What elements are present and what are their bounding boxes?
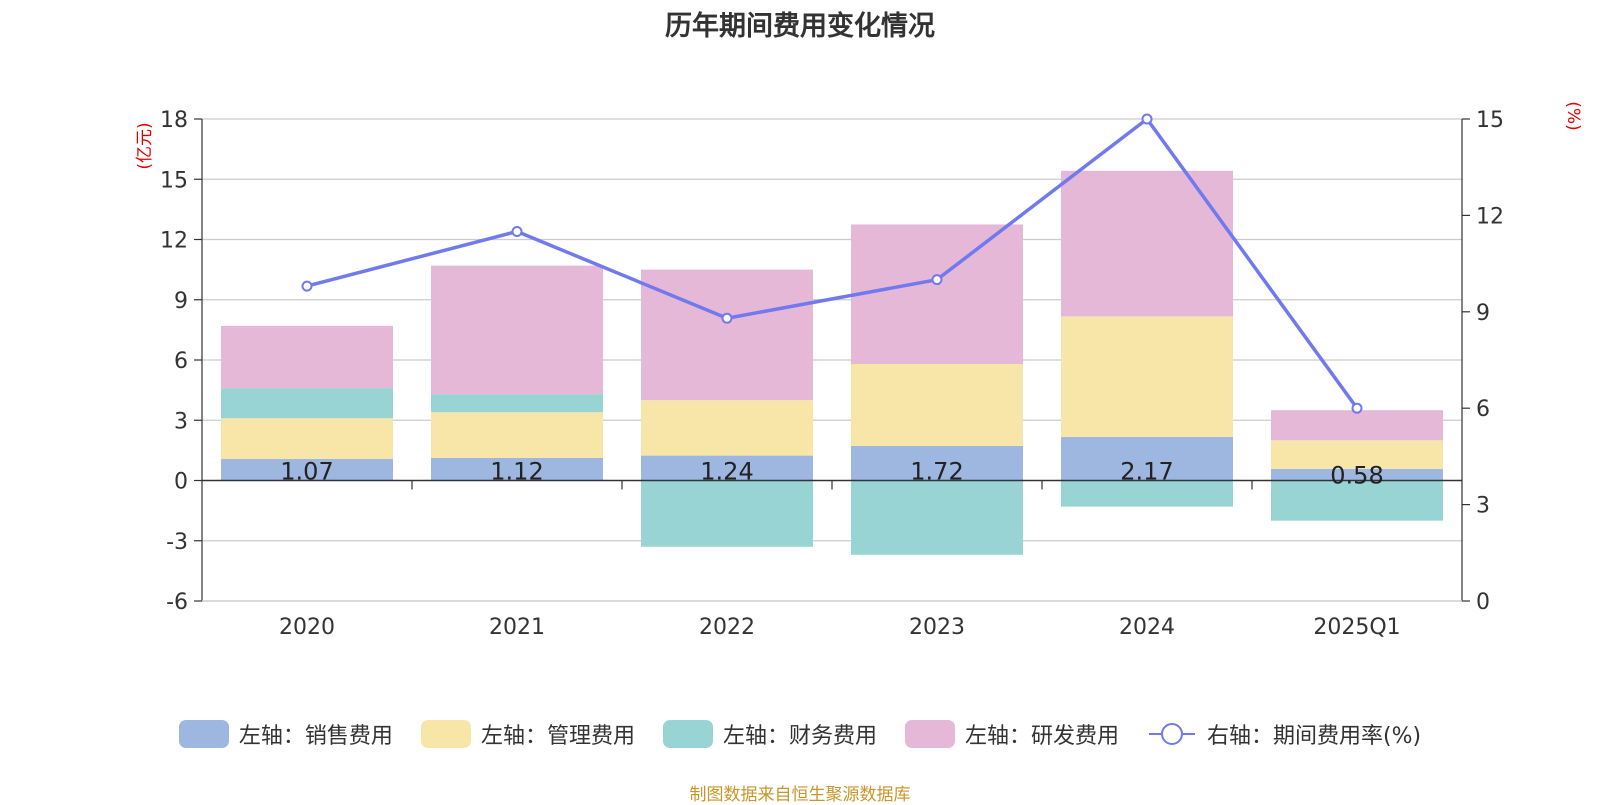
legend-label-admin: 左轴：管理费用 <box>480 724 635 749</box>
right-tick-label: 15 <box>1476 108 1504 133</box>
legend-label-sales: 左轴：销售费用 <box>238 724 393 749</box>
data-label: 1.07 <box>280 458 333 486</box>
left-unit-label: (亿元) <box>135 122 155 169</box>
bar-admin <box>641 400 813 456</box>
bar-finance <box>431 394 603 413</box>
legend-item-rate[interactable]: 右轴：期间费用率(%) <box>1147 718 1421 750</box>
right-tick-label: 6 <box>1476 397 1490 422</box>
right-tick-label: 9 <box>1476 301 1490 326</box>
left-tick-label: 18 <box>160 108 188 133</box>
legend-item-admin[interactable]: 左轴：管理费用 <box>420 718 635 750</box>
bar-sales <box>851 445 1023 481</box>
bar-admin <box>851 364 1023 446</box>
left-tick-label: 6 <box>174 349 188 374</box>
rate-point <box>511 225 523 237</box>
left-tick-label: -3 <box>166 530 188 555</box>
bar-sales <box>641 455 813 481</box>
legend: 左轴：销售费用 左轴：管理费用 左轴：财务费用 左轴：研发费用 右轴：期间费用率… <box>0 718 1600 750</box>
bar-finance <box>1271 480 1443 521</box>
rate-line <box>306 117 1359 410</box>
legend-swatch-rate <box>1148 723 1195 745</box>
bar-rnd <box>431 265 603 395</box>
bar-sales <box>431 458 603 481</box>
right-tick-label: 3 <box>1476 494 1490 519</box>
right-tick-label: 0 <box>1476 590 1490 615</box>
bar-finance <box>1061 480 1233 507</box>
legend-swatch-sales <box>178 720 229 748</box>
data-label: 0.58 <box>1330 462 1383 490</box>
source-note: 制图数据来自恒生聚源数据库 <box>689 785 911 805</box>
x-tick-label: 2022 <box>699 615 755 640</box>
legend-label-rnd: 左轴：研发费用 <box>964 724 1119 749</box>
chart-title: 历年期间费用变化情况 <box>665 11 935 42</box>
left-tick-label: 15 <box>160 168 188 193</box>
bar-rnd <box>1061 170 1233 317</box>
bar-finance <box>221 388 393 419</box>
bar-admin <box>431 412 603 459</box>
x-tick-label: 2020 <box>279 615 335 640</box>
left-tick-label: 0 <box>174 470 188 495</box>
legend-rate-marker <box>1160 723 1183 745</box>
bar-sales <box>1271 468 1443 481</box>
x-tick-label: 2024 <box>1119 615 1175 640</box>
bar-sales <box>221 459 393 481</box>
legend-label-finance: 左轴：财务费用 <box>722 724 877 749</box>
x-tick-label: 2023 <box>909 615 965 640</box>
bar-finance <box>851 480 1023 555</box>
bar-rnd <box>221 325 393 389</box>
bar-rnd <box>1271 410 1443 441</box>
legend-item-finance[interactable]: 左轴：财务费用 <box>662 718 877 750</box>
legend-item-rnd[interactable]: 左轴：研发费用 <box>904 718 1119 750</box>
bar-finance <box>641 480 813 547</box>
right-unit-label: (%) <box>1563 101 1583 130</box>
bar-rnd <box>851 224 1023 365</box>
x-tick-label: 2025Q1 <box>1313 615 1400 640</box>
rate-point <box>931 274 943 286</box>
rate-point <box>301 280 313 292</box>
left-tick-label: 3 <box>174 409 188 434</box>
legend-item-sales[interactable]: 左轴：销售费用 <box>178 718 393 750</box>
rate-point <box>1351 402 1363 414</box>
bar-rnd <box>641 269 813 401</box>
bar-admin <box>1271 440 1443 469</box>
rate-point <box>1141 113 1153 125</box>
bar-sales <box>1061 436 1233 481</box>
legend-swatch-rnd <box>904 720 955 748</box>
data-label: 1.24 <box>700 458 753 486</box>
data-label: 1.72 <box>910 458 963 486</box>
right-tick-label: 12 <box>1476 204 1504 229</box>
bar-admin <box>1061 316 1233 437</box>
rate-point <box>721 312 733 324</box>
x-tick-label: 2021 <box>489 615 545 640</box>
left-tick-label: 9 <box>174 289 188 314</box>
legend-swatch-finance <box>662 720 713 748</box>
legend-swatch-admin <box>420 720 471 748</box>
data-label: 2.17 <box>1120 458 1173 486</box>
data-label: 1.12 <box>490 458 543 486</box>
left-tick-label: -6 <box>166 590 188 615</box>
legend-label-rate: 右轴：期间费用率(%) <box>1206 724 1422 749</box>
left-tick-label: 12 <box>160 229 188 254</box>
bar-admin <box>221 418 393 460</box>
